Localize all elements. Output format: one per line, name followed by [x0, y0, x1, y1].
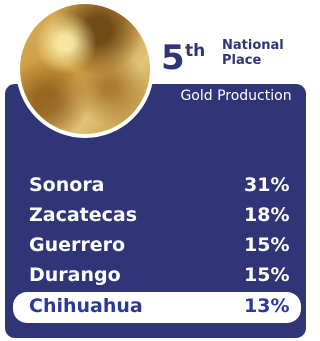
table-row: Sonora 31% — [0, 171, 311, 201]
table-row: Chihuahua 13% — [0, 292, 311, 322]
state-name: Guerrero — [29, 234, 125, 256]
infographic: 5 th National Place Gold Production Sono… — [0, 0, 311, 341]
share-value: 18% — [244, 204, 289, 226]
table-row: Durango 15% — [0, 261, 311, 291]
subtitle: Gold Production — [166, 88, 306, 104]
share-value: 13% — [244, 295, 289, 317]
table-row: Zacatecas 18% — [0, 201, 311, 231]
share-value: 31% — [244, 174, 289, 196]
state-name: Sonora — [29, 174, 105, 196]
share-value: 15% — [244, 234, 289, 256]
gold-photo — [16, 0, 154, 138]
rank: 5 — [161, 40, 185, 76]
share-value: 15% — [244, 264, 289, 286]
table-row: Guerrero 15% — [0, 231, 311, 261]
rank-suffix: th — [185, 41, 205, 61]
state-name: Durango — [29, 264, 121, 286]
state-name: Zacatecas — [29, 204, 137, 226]
rank-label: National Place — [222, 38, 302, 68]
state-name: Chihuahua — [29, 295, 143, 317]
